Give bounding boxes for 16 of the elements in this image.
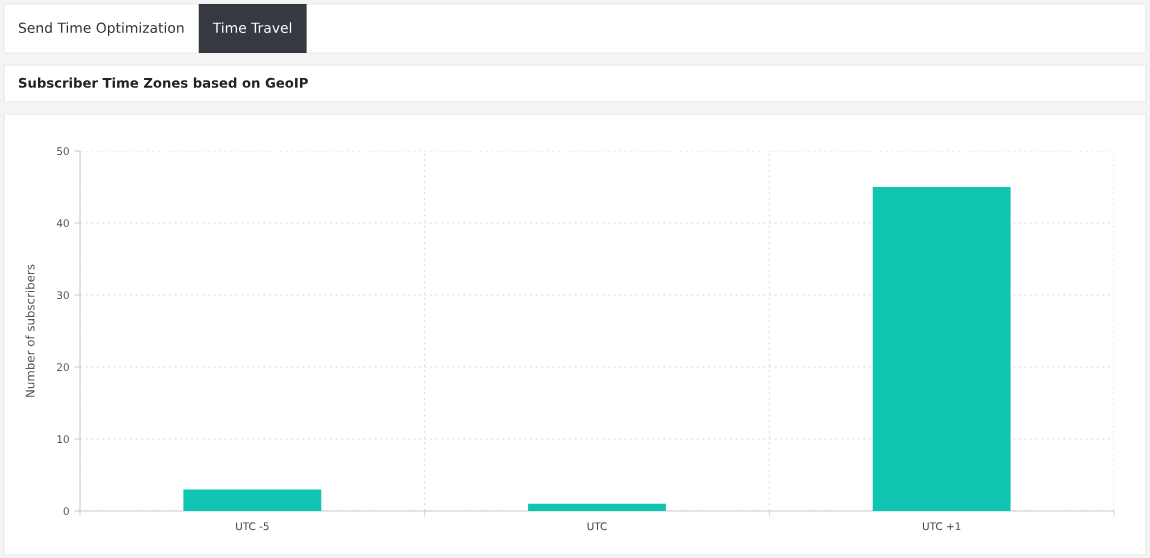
chart-title: Subscriber Time Zones based on GeoIP	[18, 77, 308, 88]
x-tick-label: UTC	[587, 522, 607, 531]
y-tick-label: 20	[57, 363, 69, 372]
x-tick-label: UTC +1	[922, 522, 961, 531]
y-tick-label: 10	[57, 435, 69, 444]
y-tick-label: 30	[57, 291, 69, 300]
y-tick-label: 50	[57, 147, 69, 156]
y-tick-label: 40	[56, 219, 69, 228]
bar	[872, 187, 1011, 511]
text: Send Time Optimization	[18, 22, 184, 36]
text: Time Travel	[212, 22, 292, 34]
x-tick-label: UTC -5	[236, 522, 269, 531]
bar	[528, 503, 666, 511]
y-tick-label: 0	[63, 507, 69, 516]
y-axis-title: Number of subscribers	[25, 264, 35, 397]
bar	[183, 489, 322, 511]
